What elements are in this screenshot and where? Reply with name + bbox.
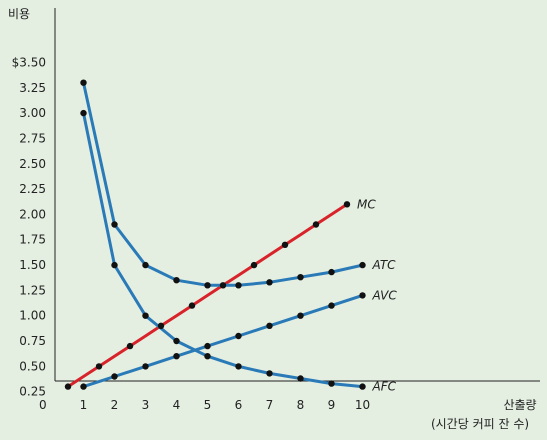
series-label-avc: AVC	[372, 288, 398, 302]
x-tick-label: 10	[355, 398, 370, 412]
x-tick-label: 8	[297, 398, 305, 412]
y-tick-label: 0.50	[19, 359, 46, 373]
y-tick-label: 0.75	[19, 334, 46, 348]
series-point-afc	[266, 370, 273, 377]
series-point-avc	[266, 322, 273, 329]
series-label-mc: MC	[357, 197, 376, 211]
series-point-mc	[126, 342, 134, 350]
series-point-atc	[204, 282, 211, 289]
series-point-atc	[142, 261, 149, 269]
series-point-atc	[173, 277, 180, 284]
series-label-atc: ATC	[372, 258, 397, 272]
y-tick-label: 3.25	[19, 81, 46, 95]
x-tick-label: 5	[204, 398, 212, 412]
series-line-atc	[82, 81, 364, 287]
series-point-mc	[95, 363, 103, 370]
y-tick-label: 1.00	[19, 309, 46, 323]
series-point-afc	[235, 363, 242, 370]
x-tick-label: 7	[266, 398, 274, 412]
x-tick-label: 2	[111, 398, 119, 412]
series-point-mc	[281, 241, 289, 248]
series-point-atc	[235, 282, 242, 289]
y-tick-labels: 0.25 0.50 0.75 1.00 1.25 1.50 1.75 2.00 2.25 2.50…	[12, 55, 46, 398]
series-point-afc	[204, 353, 211, 360]
y-axis-title: 비용	[8, 7, 30, 21]
series-point-afc	[328, 380, 335, 387]
series-point-mc	[219, 282, 227, 289]
series-point-avc	[204, 342, 211, 350]
series-labels: MC ATC AVC AFC	[357, 197, 397, 393]
y-tick-label: $3.50	[12, 55, 46, 69]
series-point-atc	[359, 261, 366, 269]
x-tick-labels: 1 2 3 4 5 6 7 8 9 10	[80, 398, 370, 412]
series-point-avc	[328, 302, 335, 309]
y-tick-label: 2.75	[19, 131, 46, 145]
y-tick-label: 2.00	[19, 207, 46, 221]
series-point-avc	[142, 363, 149, 370]
y-tick-label: 3.00	[19, 106, 46, 120]
y-tick-label: 1.25	[19, 283, 46, 297]
series-point-avc	[359, 292, 366, 299]
y-tick-label: 2.25	[19, 182, 46, 196]
x-tick-label: 3	[142, 398, 150, 412]
series-line-mc	[66, 202, 349, 389]
series-point-avc	[111, 373, 118, 380]
x-tick-label: 1	[80, 398, 88, 412]
series-point-afc	[142, 312, 149, 319]
series-point-afc	[173, 337, 180, 345]
origin-label: 0	[39, 398, 47, 412]
y-tick-label: 0.25	[19, 385, 46, 399]
x-axis-subtitle: (시간당 커피 잔 수)	[431, 417, 529, 431]
series-point-atc	[297, 274, 304, 281]
x-tick-label: 9	[328, 398, 336, 412]
x-tick-label: 4	[173, 398, 181, 412]
series-point-mc	[312, 221, 320, 228]
series-label-afc: AFC	[372, 380, 397, 394]
y-tick-label: 1.75	[19, 233, 46, 247]
series-point-avc	[80, 383, 87, 390]
series-point-atc	[328, 268, 335, 276]
series-point-atc	[111, 221, 118, 228]
series-point-afc	[297, 375, 304, 382]
x-tick-label: 6	[235, 398, 243, 412]
series-point-avc	[235, 332, 242, 340]
series-point-mc	[157, 322, 165, 329]
y-tick-label: 1.50	[19, 258, 46, 272]
series-markers	[64, 79, 366, 390]
series-lines	[66, 81, 364, 389]
y-tick-label: 2.50	[19, 157, 46, 171]
series-line-afc	[82, 111, 364, 389]
series-point-avc	[297, 312, 304, 319]
series-point-mc	[343, 201, 351, 208]
series-point-atc	[266, 279, 273, 286]
series-point-afc	[359, 383, 366, 390]
series-point-afc	[111, 261, 118, 269]
series-point-mc	[188, 302, 196, 309]
series-point-afc	[80, 109, 87, 117]
series-line-avc	[82, 293, 364, 389]
series-point-atc	[80, 79, 87, 86]
series-point-avc	[173, 353, 180, 360]
series-point-mc	[64, 383, 72, 390]
series-point-mc	[250, 261, 258, 269]
x-axis-title: 산출량	[503, 398, 536, 412]
